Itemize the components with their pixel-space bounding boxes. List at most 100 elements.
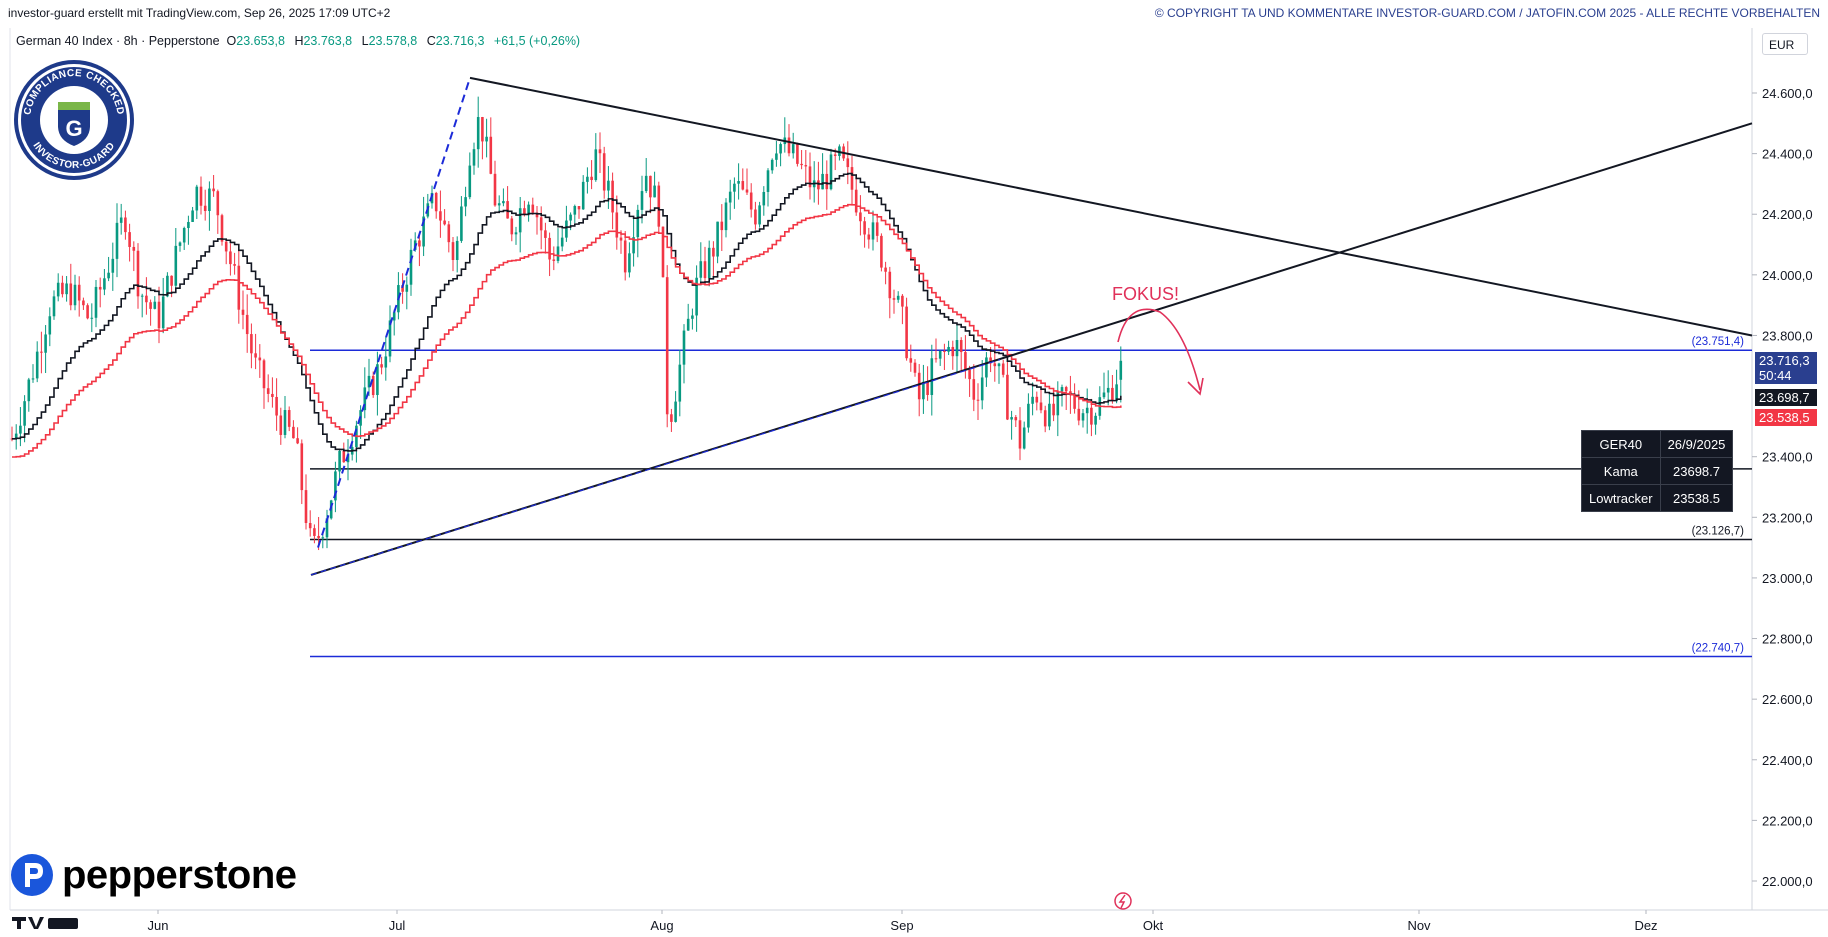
candle-body: [115, 222, 119, 259]
candle-body: [716, 221, 719, 257]
kama-badge: 23.698,7: [1755, 389, 1817, 406]
pepperstone-logo: pepperstone: [10, 852, 297, 898]
candle-body: [1022, 427, 1026, 449]
candle-body: [392, 312, 396, 321]
candle-body: [208, 188, 211, 212]
y-tick-label: 24.000,0: [1762, 268, 1813, 283]
candle-body: [19, 425, 22, 434]
candle-body: [178, 242, 182, 246]
attribution-text: investor-guard erstellt mit TradingView.…: [8, 6, 391, 20]
candle-body: [224, 241, 228, 252]
open-value: 23.653,8: [236, 34, 285, 48]
y-tick-label: 22.200,0: [1762, 813, 1813, 828]
candle-body: [926, 381, 929, 396]
candle-body: [254, 353, 257, 358]
candle-body: [938, 350, 942, 359]
candle-body: [279, 415, 283, 435]
candle-body: [800, 163, 803, 166]
candle-body: [174, 245, 178, 286]
candle-body: [455, 240, 459, 261]
candle-body: [1085, 407, 1089, 414]
candle-body: [73, 284, 77, 306]
compliance-seal: COMPLIANCE CHECKED INVESTOR-GUARD G: [14, 60, 134, 180]
price-axis: 24.600,0 24.400,0 24.200,0 24.000,0 23.800,0…: [1752, 86, 1813, 889]
candle-body: [1073, 394, 1076, 409]
candle-body: [1115, 384, 1118, 401]
candle-body: [481, 117, 484, 142]
candle-body: [61, 282, 64, 295]
currency-selector[interactable]: EUR: [1762, 33, 1808, 55]
candle-body: [1069, 391, 1072, 395]
candle-body: [1031, 396, 1034, 404]
candle-body: [728, 191, 732, 203]
candle-body: [275, 396, 278, 416]
close-value: 23.716,3: [435, 34, 485, 48]
candle-body: [321, 537, 325, 539]
candle-body: [98, 286, 102, 290]
candle-body: [23, 401, 26, 426]
candle-body: [707, 247, 711, 279]
candle-body: [934, 358, 938, 360]
candle-body: [157, 301, 161, 329]
candle-body: [535, 212, 539, 218]
candle-body: [388, 320, 392, 357]
kama-line: [12, 172, 1122, 452]
candle-body: [271, 393, 274, 397]
y-tick-label: 22.800,0: [1762, 632, 1813, 647]
candle-body: [682, 330, 686, 365]
candle-body: [1064, 387, 1068, 392]
open-label: O: [226, 34, 237, 48]
candle-body: [161, 296, 165, 329]
candle-body: [817, 180, 820, 190]
candle-body: [997, 363, 1001, 367]
info-table: GER40 26/9/2025 Kama 23698.7 Lowtracker …: [1581, 430, 1734, 512]
y-tick-label: 22.600,0: [1762, 692, 1813, 707]
candle-body: [409, 249, 413, 285]
candle-body: [296, 438, 299, 444]
table-cell: Kama: [1581, 457, 1661, 485]
candle-body: [850, 167, 854, 190]
y-tick-label: 22.400,0: [1762, 753, 1813, 768]
candle-body: [943, 350, 946, 352]
last-price-value: 23.716,3: [1759, 353, 1810, 368]
candle-body: [27, 379, 31, 402]
candle-body: [615, 212, 619, 238]
candle-body: [959, 340, 963, 353]
table-cell: 23538.5: [1659, 484, 1734, 512]
candle-body: [884, 267, 887, 272]
candle-body: [699, 261, 703, 278]
candle-body: [363, 387, 367, 411]
countdown-value: 50:44: [1759, 368, 1792, 383]
candle-body: [661, 226, 665, 278]
candle-body: [182, 228, 186, 243]
impulse-dashed-line: [317, 77, 471, 548]
symbol-name: German 40 Index · 8h · Pepperstone: [16, 34, 220, 48]
descending-trendline: [469, 76, 1753, 337]
candle-body: [695, 277, 698, 316]
candle-body: [166, 275, 169, 297]
lowtracker-badge: 23.538,5: [1755, 409, 1817, 426]
candle-body: [460, 206, 463, 241]
candle-body: [581, 181, 585, 210]
candle-body: [594, 149, 598, 181]
candle-body: [212, 188, 215, 192]
candle-body: [170, 275, 173, 286]
candle-body: [250, 334, 253, 354]
candle-body: [502, 201, 505, 204]
candle-body: [523, 208, 526, 215]
candle-body: [69, 283, 73, 306]
level-label: (22.740,7): [1692, 643, 1745, 655]
candle-body: [518, 208, 522, 233]
candle-body: [964, 352, 967, 370]
candle-body: [44, 334, 47, 353]
table-row: Lowtracker 23538.5: [1581, 484, 1734, 512]
candle-body: [560, 237, 564, 247]
candle-body: [367, 375, 371, 388]
candle-body: [140, 295, 144, 297]
candle-body: [1052, 403, 1055, 416]
candle-body: [1010, 417, 1013, 420]
candle-body: [258, 357, 262, 361]
symbol-legend[interactable]: German 40 Index · 8h · Pepperstone O23.6…: [16, 34, 580, 48]
candle-body: [880, 235, 883, 268]
